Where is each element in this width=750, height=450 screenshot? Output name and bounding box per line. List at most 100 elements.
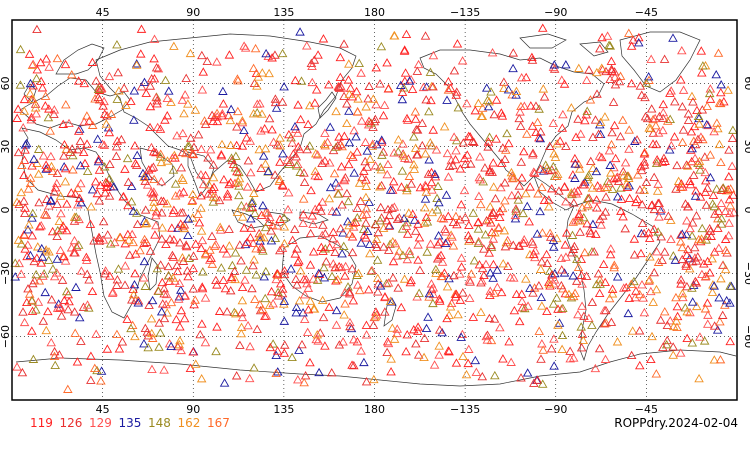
observation-marker bbox=[18, 123, 28, 132]
observation-marker bbox=[523, 301, 533, 310]
observation-marker bbox=[604, 146, 615, 155]
observation-marker bbox=[237, 117, 248, 127]
observation-marker bbox=[549, 361, 559, 370]
observation-marker bbox=[258, 246, 268, 255]
observation-marker bbox=[357, 116, 367, 125]
observation-marker bbox=[400, 76, 410, 85]
observation-marker bbox=[428, 50, 439, 60]
observation-marker bbox=[568, 271, 578, 280]
observation-marker bbox=[477, 276, 487, 285]
observation-marker bbox=[624, 181, 635, 190]
observation-marker bbox=[636, 248, 646, 258]
observation-marker bbox=[672, 322, 682, 331]
observation-marker bbox=[528, 148, 538, 157]
observation-marker bbox=[354, 178, 365, 187]
observation-marker bbox=[542, 258, 553, 268]
observation-marker bbox=[92, 365, 102, 375]
observation-marker bbox=[497, 203, 508, 213]
observation-marker bbox=[49, 187, 60, 196]
observation-marker bbox=[187, 149, 198, 158]
observation-marker bbox=[58, 221, 68, 230]
observation-marker bbox=[589, 247, 599, 256]
observation-marker bbox=[345, 229, 355, 238]
observation-marker bbox=[240, 43, 251, 52]
observation-marker bbox=[87, 286, 98, 296]
observation-marker bbox=[490, 193, 501, 203]
observation-marker bbox=[426, 177, 437, 187]
observation-marker bbox=[584, 65, 594, 74]
observation-marker bbox=[101, 177, 111, 186]
observation-marker bbox=[575, 227, 585, 236]
observation-marker bbox=[525, 182, 535, 191]
observation-marker bbox=[208, 192, 219, 201]
observation-marker bbox=[501, 237, 512, 247]
observation-marker bbox=[626, 350, 637, 360]
observation-marker bbox=[266, 286, 277, 296]
observation-marker bbox=[712, 118, 722, 127]
observation-marker bbox=[33, 242, 43, 251]
observation-marker bbox=[516, 289, 527, 298]
observation-marker bbox=[434, 294, 445, 303]
observation-marker bbox=[333, 189, 344, 198]
observation-marker bbox=[260, 293, 270, 303]
observation-marker bbox=[727, 161, 737, 170]
observation-marker bbox=[453, 102, 464, 112]
observation-marker bbox=[267, 125, 277, 134]
observation-marker bbox=[675, 348, 686, 357]
observation-marker bbox=[66, 188, 77, 197]
observation-marker bbox=[114, 344, 125, 353]
observation-marker bbox=[299, 177, 310, 186]
observation-marker bbox=[552, 171, 562, 180]
observation-marker bbox=[546, 183, 557, 193]
observation-marker bbox=[459, 153, 470, 163]
observation-marker bbox=[73, 240, 84, 249]
observation-marker bbox=[600, 112, 610, 121]
observation-marker bbox=[421, 323, 432, 333]
observation-marker bbox=[417, 118, 428, 127]
observation-marker bbox=[428, 82, 438, 91]
observation-marker bbox=[338, 241, 349, 250]
observation-marker bbox=[486, 242, 497, 251]
observation-marker bbox=[231, 151, 241, 160]
observation-marker bbox=[345, 317, 355, 327]
observation-marker bbox=[702, 101, 712, 110]
observation-marker bbox=[449, 270, 459, 280]
observation-marker bbox=[41, 210, 52, 219]
legend-item: 167 bbox=[207, 416, 230, 430]
observation-marker bbox=[122, 314, 132, 323]
observation-marker bbox=[489, 288, 500, 297]
observation-marker bbox=[577, 301, 587, 310]
observation-marker bbox=[166, 341, 176, 351]
observation-marker bbox=[494, 212, 505, 222]
observation-marker bbox=[470, 105, 481, 115]
observation-marker bbox=[711, 184, 722, 193]
observation-marker bbox=[384, 210, 395, 220]
observation-marker bbox=[19, 317, 30, 327]
observation-marker bbox=[223, 110, 234, 120]
observation-marker bbox=[411, 339, 421, 348]
observation-marker bbox=[672, 160, 682, 170]
observation-marker bbox=[275, 279, 286, 288]
observation-marker bbox=[487, 47, 498, 57]
observation-marker bbox=[585, 226, 595, 235]
observation-marker bbox=[275, 214, 285, 223]
observation-marker bbox=[87, 57, 98, 66]
observation-marker bbox=[263, 51, 274, 61]
observation-marker bbox=[574, 209, 584, 219]
observation-marker bbox=[566, 103, 577, 112]
observation-marker bbox=[402, 113, 412, 123]
observation-marker bbox=[133, 298, 144, 307]
observation-marker bbox=[724, 194, 735, 204]
observation-marker bbox=[716, 198, 726, 207]
observation-marker bbox=[509, 305, 520, 315]
observation-marker bbox=[249, 255, 259, 264]
observation-marker bbox=[670, 255, 681, 264]
observation-marker bbox=[292, 244, 302, 253]
observation-marker bbox=[197, 319, 207, 328]
observation-marker bbox=[283, 204, 293, 214]
observation-marker bbox=[208, 197, 219, 206]
observation-marker bbox=[324, 302, 335, 311]
observation-marker bbox=[304, 141, 315, 150]
observation-marker bbox=[15, 44, 26, 54]
observation-marker bbox=[342, 118, 352, 128]
